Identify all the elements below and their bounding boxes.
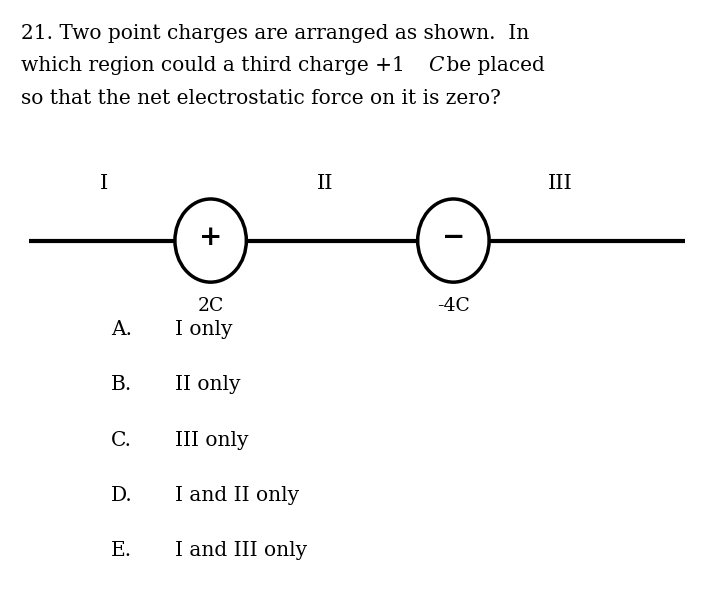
Text: III: III bbox=[548, 174, 573, 193]
Text: so that the net electrostatic force on it is zero?: so that the net electrostatic force on i… bbox=[21, 89, 501, 108]
Text: -4C: -4C bbox=[437, 297, 470, 315]
Text: I and III only: I and III only bbox=[175, 541, 307, 560]
Text: E.: E. bbox=[111, 541, 132, 560]
Text: −: − bbox=[442, 224, 465, 251]
Text: 21. Two point charges are arranged as shown.  In: 21. Two point charges are arranged as sh… bbox=[21, 24, 530, 43]
Text: which region could a third charge +1: which region could a third charge +1 bbox=[21, 56, 412, 75]
Text: C: C bbox=[428, 56, 444, 75]
Text: A.: A. bbox=[111, 320, 131, 339]
Ellipse shape bbox=[418, 199, 489, 282]
Text: II: II bbox=[316, 174, 333, 193]
Text: B.: B. bbox=[111, 375, 132, 394]
Ellipse shape bbox=[175, 199, 246, 282]
Text: II only: II only bbox=[175, 375, 241, 394]
Text: III only: III only bbox=[175, 431, 248, 450]
Text: I only: I only bbox=[175, 320, 233, 339]
Text: 2C: 2C bbox=[198, 297, 223, 315]
Text: be placed: be placed bbox=[440, 56, 545, 75]
Text: I: I bbox=[99, 174, 108, 193]
Text: +: + bbox=[199, 224, 222, 251]
Text: I and II only: I and II only bbox=[175, 486, 299, 505]
Text: D.: D. bbox=[111, 486, 132, 505]
Text: C.: C. bbox=[111, 431, 131, 450]
